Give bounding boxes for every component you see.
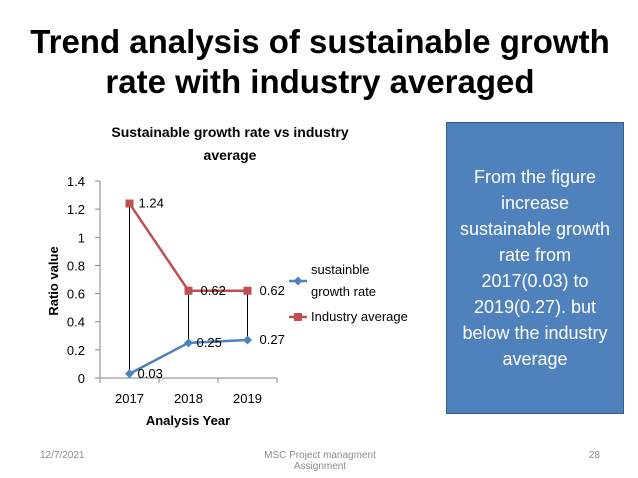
chart-title-line-1: Sustainable growth rate vs industry xyxy=(111,124,348,140)
data-label-industry-average: 0.62 xyxy=(201,283,226,298)
x-tick-label: 2018 xyxy=(174,391,203,406)
data-point-sustainble-growth-rate xyxy=(243,335,252,345)
data-label-industry-average: 1.24 xyxy=(139,196,164,211)
y-tick-label: 0.2 xyxy=(67,343,85,358)
data-point-industry-average xyxy=(184,286,193,295)
legend-label-sustainble-growth-rate: sustainble growth rate xyxy=(311,262,376,299)
x-tick-label: 2019 xyxy=(233,391,262,406)
series-line-industry-average xyxy=(128,202,248,293)
data-label-sustainble-growth-rate: 0.25 xyxy=(197,335,222,350)
data-label-sustainble-growth-rate: 0.03 xyxy=(138,366,163,381)
footer-page-number: 28 xyxy=(588,450,600,461)
y-tick-label: 1.2 xyxy=(67,202,85,217)
y-tick-label: 0.6 xyxy=(67,287,85,302)
legend-marker-industry-average xyxy=(294,313,302,321)
y-axis-title: Ratio value xyxy=(46,246,61,315)
footer-date: 12/7/2021 xyxy=(40,450,85,461)
y-tick-label: 0.8 xyxy=(67,258,85,273)
data-point-sustainble-growth-rate xyxy=(184,338,193,348)
chart-title-line-2: average xyxy=(204,147,257,163)
y-tick-label: 1 xyxy=(78,230,85,245)
y-tick-label: 0 xyxy=(78,371,85,386)
data-point-industry-average xyxy=(125,199,134,208)
summary-callout: From the figure increase sustainable gro… xyxy=(446,122,624,414)
data-point-sustainble-growth-rate xyxy=(125,369,134,379)
data-point-industry-average xyxy=(243,286,252,295)
footer-caption: MSC Project managment Assignment xyxy=(264,450,376,472)
x-tick-label: 2017 xyxy=(115,391,144,406)
summary-callout-text: From the figure increase sustainable gro… xyxy=(459,167,611,369)
y-tick-label: 0.4 xyxy=(67,315,85,330)
x-axis-title: Analysis Year xyxy=(146,413,230,428)
y-tick-label: 1.4 xyxy=(67,174,85,189)
legend-marker-sustainble-growth-rate xyxy=(293,276,303,286)
legend-label-industry-average: Industry average xyxy=(311,309,408,324)
data-label-sustainble-growth-rate: 0.27 xyxy=(260,332,285,347)
data-label-industry-average: 0.62 xyxy=(260,283,285,298)
slide-title: Trend analysis of sustainable growth rat… xyxy=(30,23,610,100)
